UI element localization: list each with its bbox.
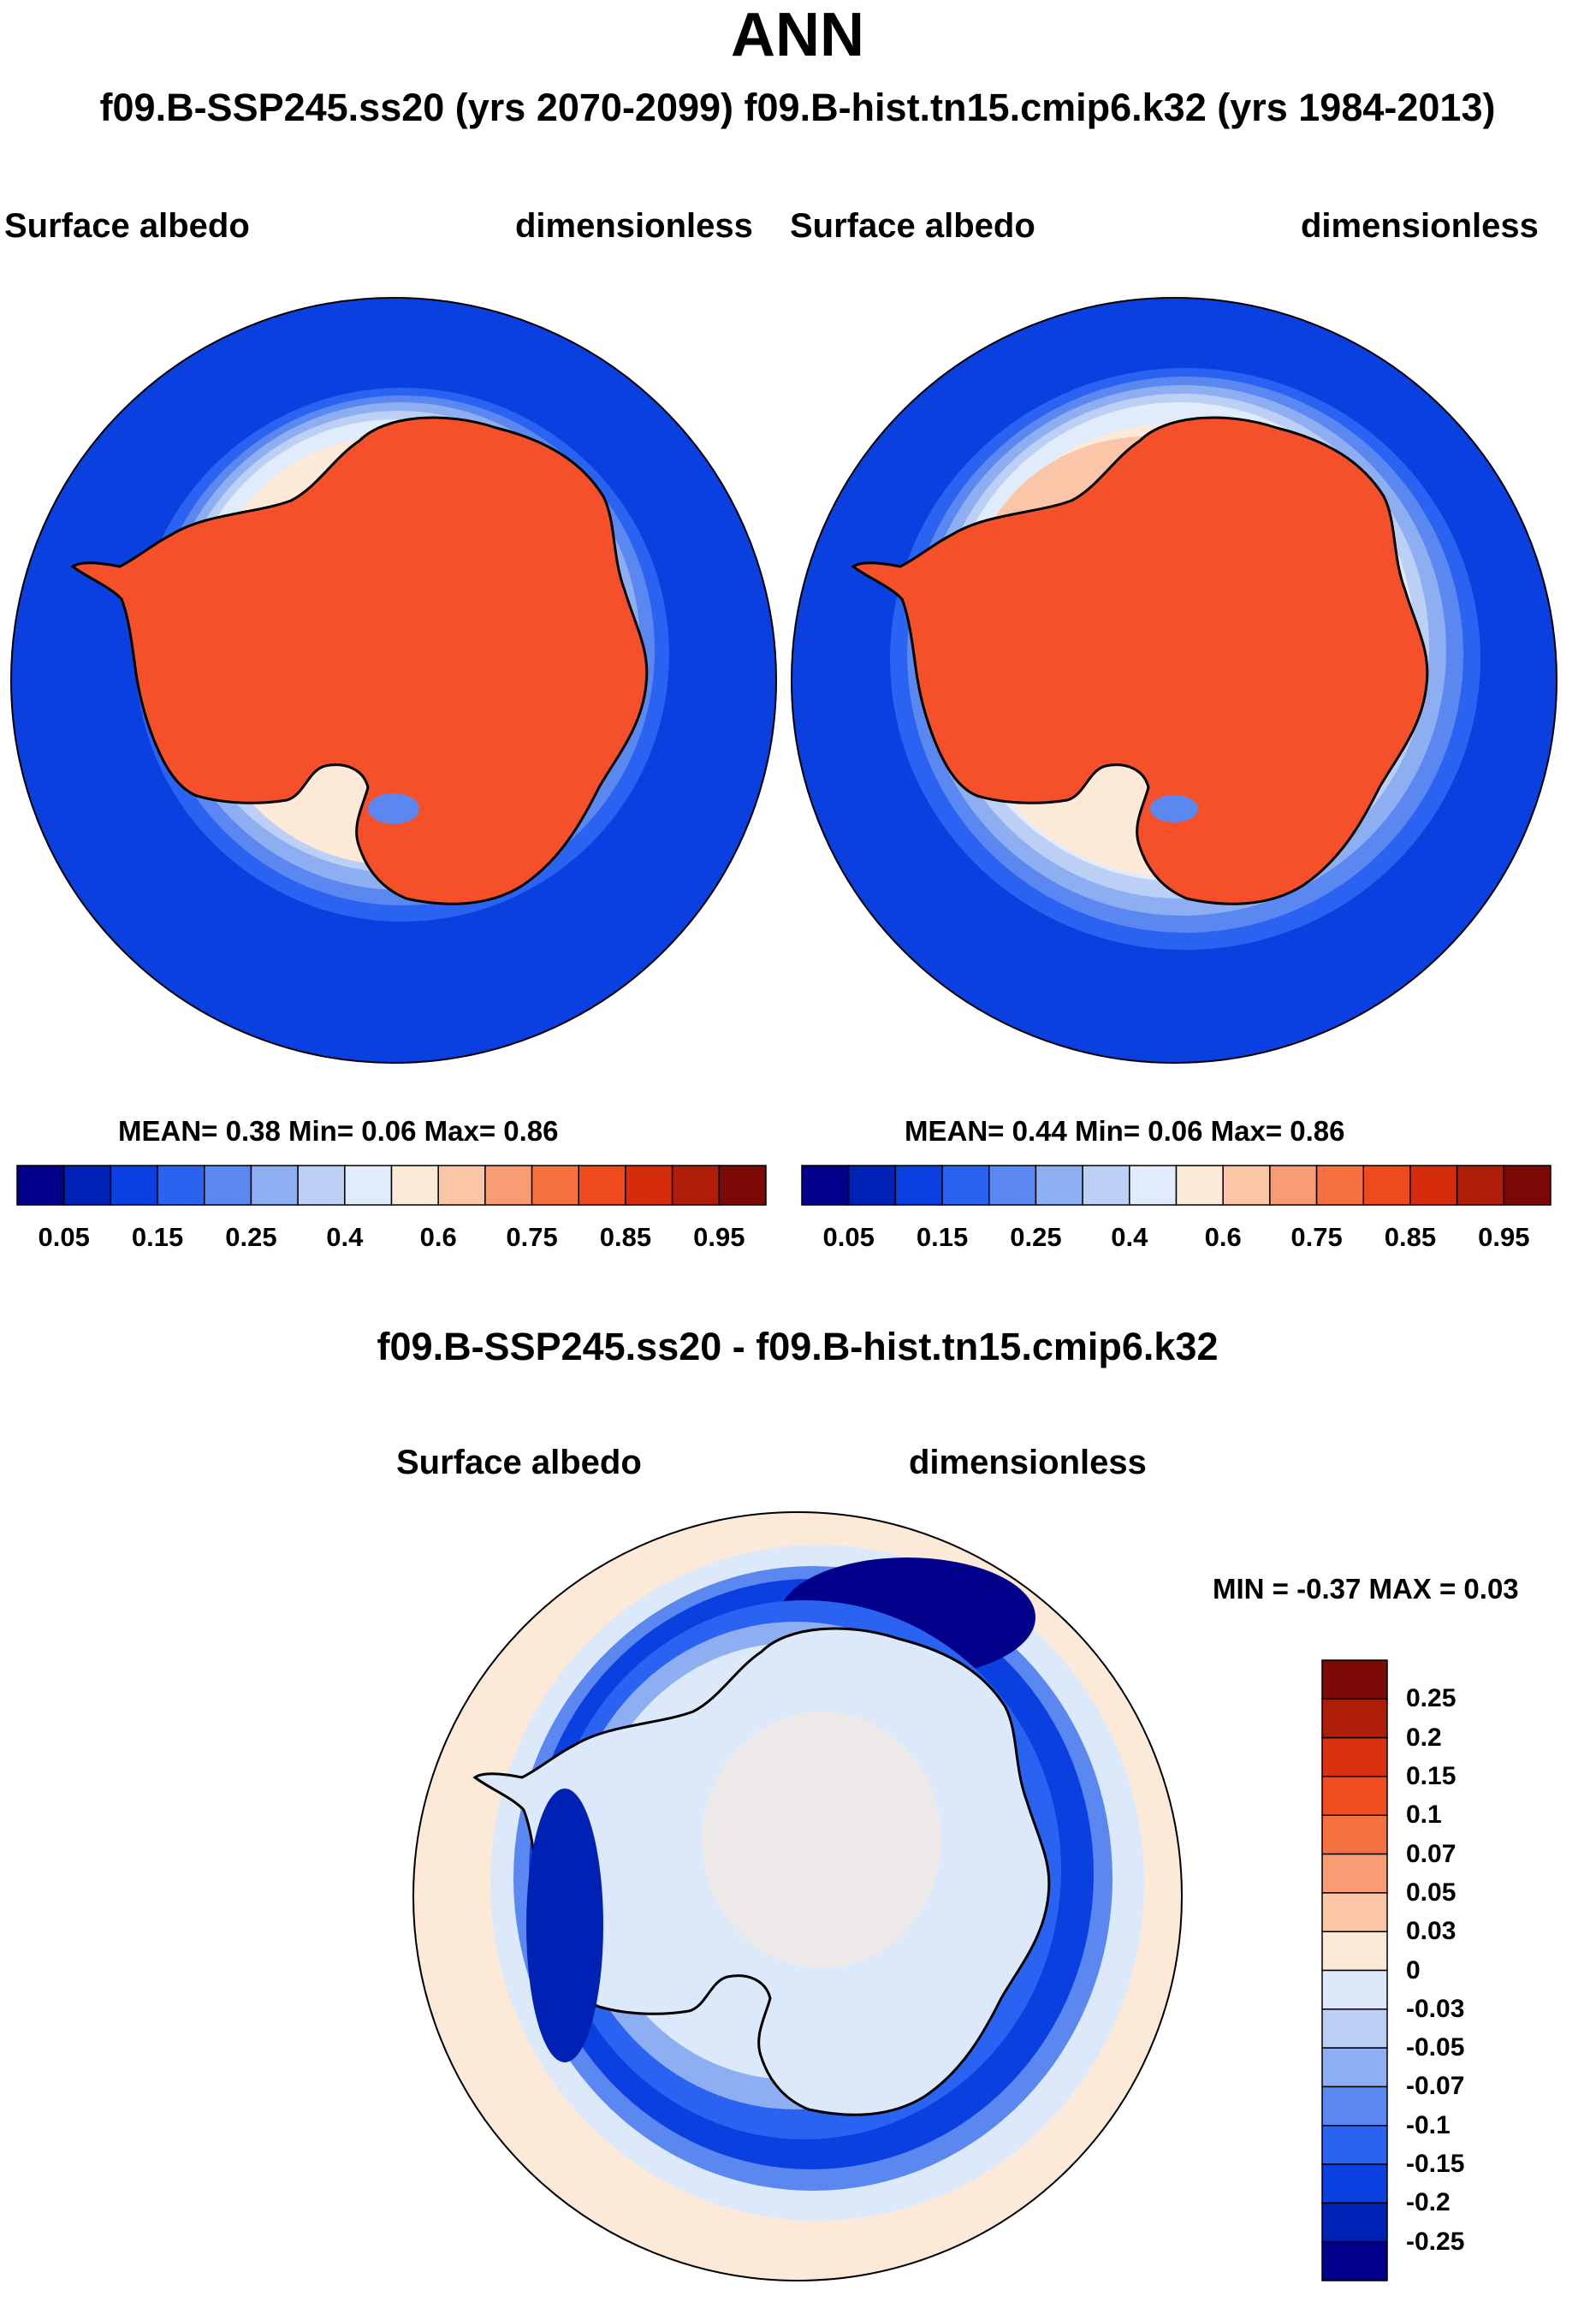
colorbar-swatch xyxy=(941,1165,990,1206)
colorbar-swatch xyxy=(1321,2008,1388,2049)
colorbar-swatch xyxy=(157,1165,205,1206)
figure-subtitle: f09.B-SSP245.ss20 (yrs 2070-2099) f09.B-… xyxy=(99,86,1496,129)
colorbar-swatch xyxy=(894,1165,943,1206)
difference-map xyxy=(412,1511,1183,2281)
colorbar-swatch xyxy=(16,1165,65,1206)
colorbar-tick-label: 0.25 xyxy=(1010,1222,1062,1252)
colorbar-tick-label: 0.07 xyxy=(1406,1839,1457,1868)
colorbar-swatch xyxy=(1321,1969,1388,2010)
colorbar-tick-label: 0.4 xyxy=(1111,1222,1148,1252)
colorbar-tick-label: 0.05 xyxy=(1406,1878,1457,1907)
colorbar-tick-label: -0.15 xyxy=(1406,2150,1465,2179)
colorbar-tick-label: 0.75 xyxy=(506,1222,558,1252)
colorbar-difference xyxy=(1321,1659,1388,2281)
colorbar-swatch xyxy=(1321,2085,1388,2127)
colorbar-tick-label: 0.6 xyxy=(419,1222,457,1252)
colorbar-swatch xyxy=(1321,1776,1388,1816)
colorbar-swatch xyxy=(1175,1165,1224,1206)
colorbar-swatch xyxy=(484,1165,533,1206)
figure-title: ANN xyxy=(731,1,864,69)
colorbar-tick-label: -0.07 xyxy=(1406,2072,1465,2101)
colorbar-tick-label: 0.05 xyxy=(822,1222,875,1252)
difference-variable: Surface albedo xyxy=(396,1444,642,1481)
colorbar-tick-label: 0.15 xyxy=(1406,1761,1457,1790)
left-panel-stats: MEAN= 0.38 Min= 0.06 Max= 0.86 xyxy=(118,1115,559,1147)
colorbar-tick-label: 0 xyxy=(1406,1955,1421,1985)
colorbar-swatch xyxy=(204,1165,252,1206)
colorbar-swatch xyxy=(1321,1659,1388,1700)
colorbar-tick-label: -0.1 xyxy=(1406,2110,1451,2139)
colorbar-swatch xyxy=(1321,1814,1388,1855)
colorbar-swatch xyxy=(1321,1853,1388,1894)
right-panel-variable: Surface albedo xyxy=(790,207,1035,245)
colorbar-swatch xyxy=(1321,2163,1388,2204)
colorbar-swatch xyxy=(1035,1165,1083,1206)
colorbar-swatch xyxy=(1321,2240,1388,2281)
colorbar-tick-label: 0.6 xyxy=(1204,1222,1242,1252)
colorbar-tick-label: 0.85 xyxy=(599,1222,652,1252)
colorbar-swatch xyxy=(62,1165,112,1206)
colorbar-swatch xyxy=(1321,2125,1388,2165)
colorbar-swatch xyxy=(801,1165,850,1206)
difference-title: f09.B-SSP245.ss20 - f09.B-hist.tn15.cmip… xyxy=(377,1325,1219,1368)
colorbar-swatch xyxy=(1321,1698,1388,1739)
colorbar-swatch xyxy=(1409,1165,1458,1206)
colorbar-swatch xyxy=(1321,1892,1388,1932)
colorbar-swatch xyxy=(531,1165,579,1206)
colorbar-swatch xyxy=(1362,1165,1411,1206)
colorbar-tick-label: -0.2 xyxy=(1406,2188,1451,2217)
colorbar-tick-label: 0.95 xyxy=(1478,1222,1530,1252)
colorbar-tick-label: 0.05 xyxy=(38,1222,90,1252)
right-panel-units: dimensionless xyxy=(1301,207,1539,245)
colorbar-swatch xyxy=(1321,1736,1388,1777)
colorbar-tick-label: 0.15 xyxy=(916,1222,969,1252)
colorbar-tick-label: 0.25 xyxy=(225,1222,277,1252)
colorbar-swatch xyxy=(1129,1165,1178,1206)
colorbar-swatch xyxy=(1269,1165,1318,1206)
colorbar-tick-label: 0.95 xyxy=(693,1222,745,1252)
colorbar-tick-label: 0.15 xyxy=(131,1222,184,1252)
colorbar-swatch xyxy=(344,1165,393,1206)
colorbar-swatch xyxy=(988,1165,1037,1206)
colorbar-tick-label: 0.1 xyxy=(1406,1801,1442,1830)
colorbar-swatch xyxy=(1321,2202,1388,2243)
right-map xyxy=(791,297,1557,1064)
colorbar-tick-label: -0.05 xyxy=(1406,2033,1465,2062)
left-map xyxy=(10,297,777,1064)
colorbar-swatch xyxy=(1222,1165,1271,1206)
colorbar-swatch xyxy=(1321,1931,1388,1972)
colorbar-swatch xyxy=(1456,1165,1505,1206)
colorbar-swatch xyxy=(671,1165,721,1206)
colorbar-swatch xyxy=(847,1165,897,1206)
colorbar-swatch xyxy=(390,1165,439,1206)
colorbar-tick-label: -0.03 xyxy=(1406,1994,1465,2023)
left-panel-units: dimensionless xyxy=(515,207,753,245)
colorbar-swatch xyxy=(1503,1165,1552,1206)
colorbar-swatch xyxy=(578,1165,626,1206)
colorbar-tick-label: 0.75 xyxy=(1290,1222,1343,1252)
colorbar-tick-label: 0.03 xyxy=(1406,1917,1457,1946)
colorbar-tick-label: 0.2 xyxy=(1406,1723,1442,1752)
left-panel-variable: Surface albedo xyxy=(4,207,250,245)
colorbar-right xyxy=(801,1165,1552,1206)
colorbar-swatch xyxy=(1315,1165,1364,1206)
colorbar-tick-label: 0.25 xyxy=(1406,1684,1457,1713)
colorbar-swatch xyxy=(437,1165,486,1206)
colorbar-tick-label: 0.85 xyxy=(1384,1222,1437,1252)
colorbar-swatch xyxy=(297,1165,346,1206)
colorbar-left xyxy=(16,1165,767,1206)
colorbar-tick-label: 0.4 xyxy=(326,1222,364,1252)
colorbar-swatch xyxy=(110,1165,158,1206)
difference-minmax: MIN = -0.37 MAX = 0.03 xyxy=(1213,1573,1519,1605)
colorbar-swatch xyxy=(718,1165,767,1206)
colorbar-swatch xyxy=(625,1165,673,1206)
colorbar-tick-label: -0.25 xyxy=(1406,2227,1465,2256)
colorbar-swatch xyxy=(1321,2047,1388,2088)
colorbar-swatch xyxy=(250,1165,299,1206)
difference-units: dimensionless xyxy=(909,1444,1147,1481)
colorbar-swatch xyxy=(1082,1165,1130,1206)
right-panel-stats: MEAN= 0.44 Min= 0.06 Max= 0.86 xyxy=(905,1115,1345,1147)
